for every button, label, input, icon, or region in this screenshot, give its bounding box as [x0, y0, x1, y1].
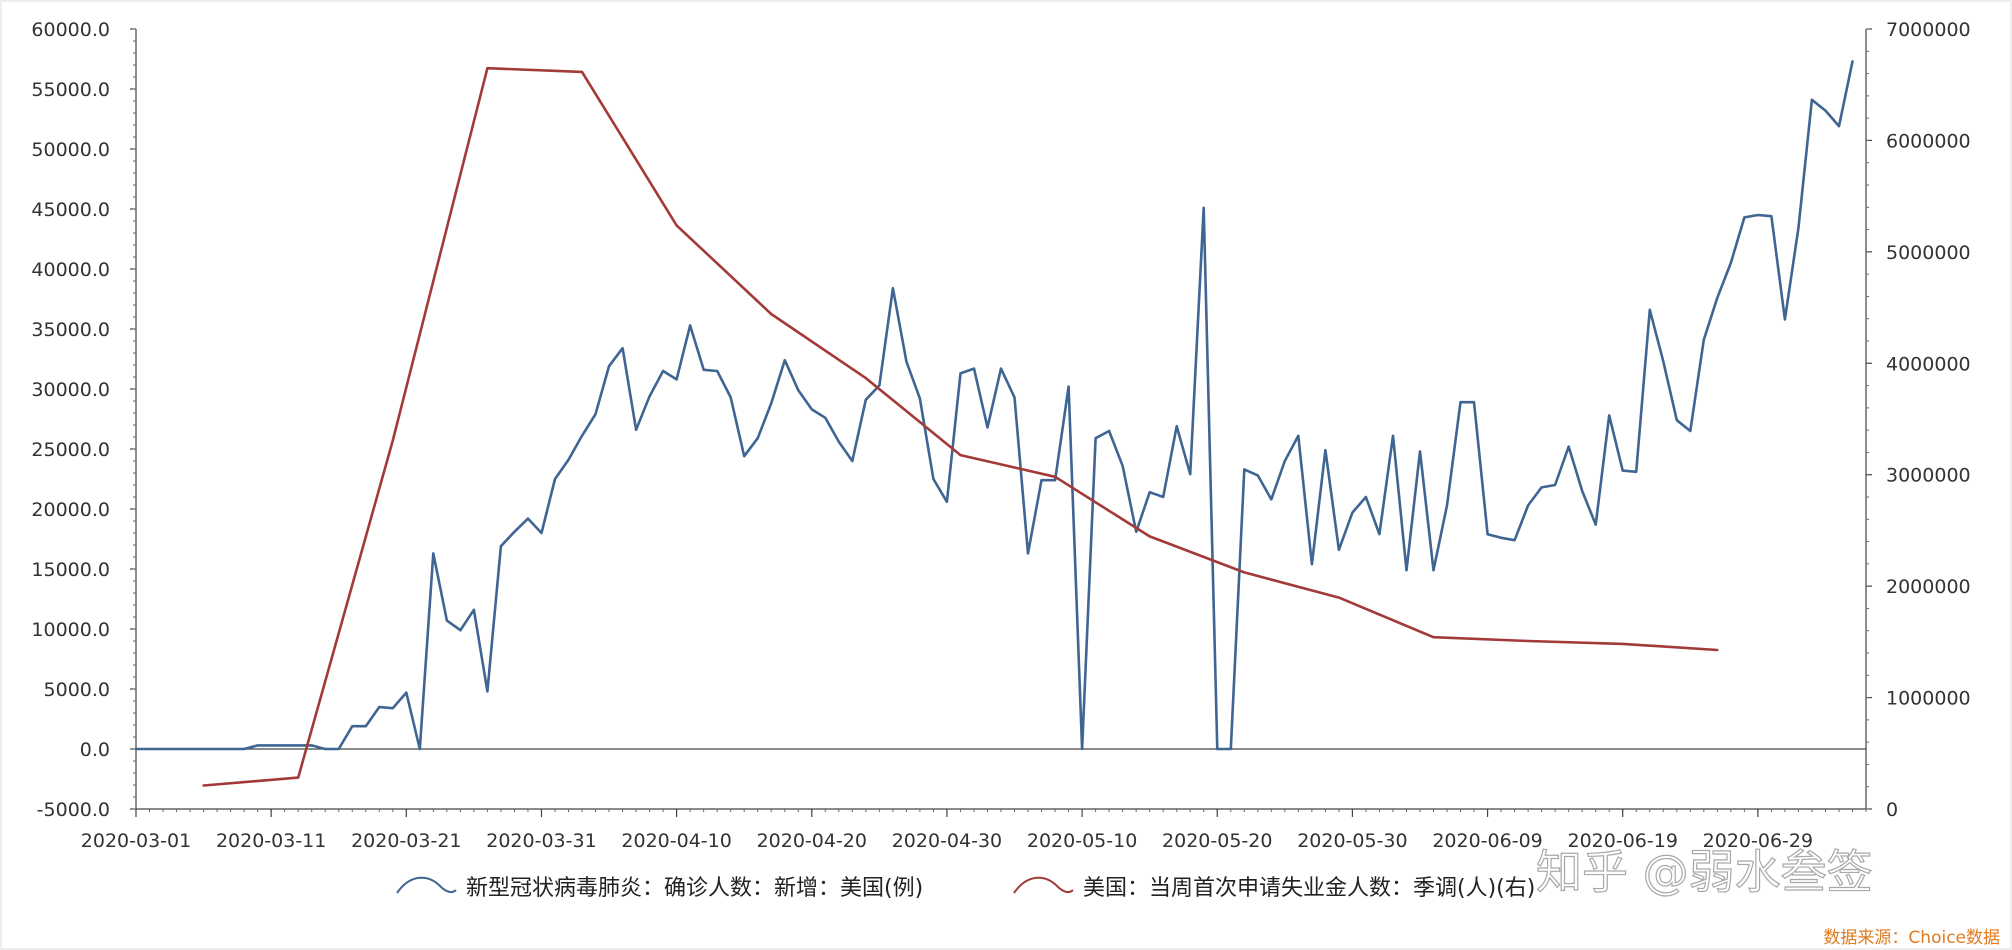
- left-tick-label: 60000.0: [31, 19, 110, 41]
- right-tick-label: 5000000: [1886, 242, 1971, 264]
- right-tick-label: 7000000: [1886, 19, 1971, 41]
- right-tick-label: 3000000: [1886, 465, 1971, 487]
- left-tick-label: 25000.0: [31, 439, 110, 461]
- watermark: 知乎 @弱水叁签: [1536, 845, 1873, 899]
- right-tick-label: 4000000: [1886, 353, 1971, 375]
- legend-line-claims: [1013, 876, 1074, 894]
- x-tick-label: 2020-03-31: [486, 830, 596, 852]
- series-line-claims: [202, 66, 1719, 787]
- x-tick-label: 2020-03-11: [216, 830, 326, 852]
- x-tick-label: 2020-04-30: [892, 830, 1002, 852]
- left-tick-label: 55000.0: [31, 79, 110, 101]
- left-tick-label: 50000.0: [31, 139, 110, 161]
- right-tick-label: 0: [1886, 799, 1898, 821]
- left-tick-label: -5000.0: [37, 799, 110, 821]
- legend-item-claims: 美国：当周首次申请失业金人数：季调(人)(右): [1013, 876, 1535, 901]
- x-tick-label: 2020-04-10: [621, 830, 731, 852]
- left-tick-label: 30000.0: [31, 379, 110, 401]
- left-y-axis: 60000.0 55000.0 50000.0 45000.0 40000.0 35000…: [31, 19, 136, 821]
- x-tick-label: 2020-05-20: [1162, 830, 1272, 852]
- left-tick-label: 45000.0: [31, 199, 110, 221]
- legend-label-cases: 新型冠状病毒肺炎：确诊人数：新增：美国(例): [466, 876, 923, 901]
- left-tick-label: 35000.0: [31, 319, 110, 341]
- legend-label-claims: 美国：当周首次申请失业金人数：季调(人)(右): [1083, 876, 1535, 901]
- series-layer: [134, 60, 1854, 787]
- legend-item-cases: 新型冠状病毒肺炎：确诊人数：新增：美国(例): [396, 876, 923, 901]
- x-tick-label: 2020-05-30: [1297, 830, 1407, 852]
- x-tick-label: 2020-06-19: [1568, 830, 1678, 852]
- right-y-axis: 7000000 6000000 5000000 4000000 3000000 20000…: [1866, 19, 1971, 821]
- source-label: 数据来源：Choice数据: [1823, 928, 2000, 948]
- right-tick-label: 1000000: [1886, 688, 1971, 710]
- right-tick-label: 6000000: [1886, 130, 1971, 152]
- left-tick-label: 40000.0: [31, 259, 110, 281]
- x-axis: 2020-03-01 2020-03-11 2020-03-21 2020-03-31…: [81, 809, 1867, 852]
- x-tick-label: 2020-04-20: [757, 830, 867, 852]
- series-line-cases: [134, 60, 1854, 751]
- x-tick-label: 2020-03-21: [351, 830, 461, 852]
- x-tick-label: 2020-06-29: [1703, 830, 1813, 852]
- legend: 新型冠状病毒肺炎：确诊人数：新增：美国(例) 美国：当周首次申请失业金人数：季调…: [396, 876, 1535, 901]
- legend-line-cases: [396, 876, 457, 894]
- left-tick-label: 5000.0: [44, 679, 110, 701]
- x-tick-label: 2020-03-01: [81, 830, 191, 852]
- left-tick-label: 0.0: [80, 739, 110, 761]
- x-tick-label: 2020-05-10: [1027, 830, 1137, 852]
- x-tick-label: 2020-06-09: [1432, 830, 1542, 852]
- right-tick-label: 2000000: [1886, 576, 1971, 598]
- left-tick-label: 20000.0: [31, 499, 110, 521]
- left-tick-label: 15000.0: [31, 559, 110, 581]
- left-tick-label: 10000.0: [31, 619, 110, 641]
